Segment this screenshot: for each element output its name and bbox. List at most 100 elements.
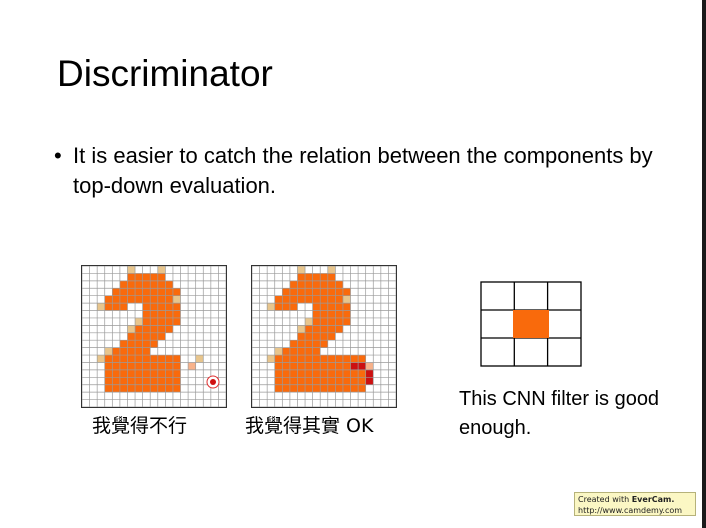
orange-pixel	[282, 369, 290, 378]
orange-pixel	[165, 377, 173, 385]
orange-pixel	[142, 362, 151, 370]
orange-pixel	[327, 362, 336, 370]
dark-red-pixel	[358, 362, 366, 370]
orange-pixel	[335, 303, 343, 311]
orange-pixel	[142, 347, 151, 356]
orange-pixel	[342, 369, 351, 378]
orange-pixel	[327, 325, 336, 333]
orange-pixel	[165, 355, 173, 363]
orange-pixel	[358, 377, 366, 385]
orange-pixel	[297, 355, 306, 363]
orange-pixel	[112, 288, 120, 296]
orange-pixel	[289, 303, 298, 311]
orange-pixel	[282, 303, 290, 311]
orange-pixel	[172, 303, 181, 311]
orange-pixel	[142, 355, 151, 363]
orange-pixel	[112, 369, 120, 378]
orange-pixel	[157, 288, 166, 296]
orange-pixel	[135, 280, 143, 289]
orange-pixel	[312, 347, 321, 356]
orange-pixel	[112, 384, 120, 393]
orange-pixel	[127, 332, 136, 341]
orange-pixel	[312, 325, 321, 333]
orange-pixel	[342, 377, 351, 385]
bullet-point: • It is easier to catch the relation bet…	[54, 141, 674, 201]
orange-pixel	[312, 340, 321, 348]
beige-pixel	[135, 317, 143, 326]
cnn-filter-diagram	[480, 281, 582, 372]
orange-pixel	[320, 332, 328, 341]
orange-pixel	[119, 355, 128, 363]
orange-pixel	[297, 377, 306, 385]
orange-pixel	[119, 377, 128, 385]
orange-pixel	[142, 332, 151, 341]
orange-pixel	[127, 295, 136, 304]
orange-pixel	[135, 332, 143, 341]
orange-pixel	[312, 295, 321, 304]
orange-pixel	[312, 310, 321, 318]
orange-pixel	[305, 377, 313, 385]
orange-pixel	[320, 384, 328, 393]
orange-pixel	[274, 384, 283, 393]
orange-pixel	[104, 384, 113, 393]
orange-pixel	[305, 288, 313, 296]
orange-pixel	[142, 280, 151, 289]
orange-pixel	[135, 355, 143, 363]
orange-pixel	[327, 280, 336, 289]
orange-pixel	[305, 325, 313, 333]
orange-pixel	[127, 384, 136, 393]
beige-pixel	[172, 295, 181, 304]
orange-pixel	[127, 280, 136, 289]
orange-pixel	[127, 340, 136, 348]
filter-center-cell	[513, 310, 549, 338]
orange-pixel	[312, 332, 321, 341]
orange-pixel	[335, 355, 343, 363]
orange-pixel	[327, 273, 336, 281]
orange-pixel	[112, 295, 120, 304]
orange-pixel	[350, 355, 359, 363]
beige-pixel	[157, 266, 166, 274]
orange-pixel	[312, 362, 321, 370]
orange-pixel	[305, 332, 313, 341]
orange-pixel	[172, 369, 181, 378]
orange-pixel	[157, 310, 166, 318]
orange-pixel	[150, 384, 158, 393]
orange-pixel	[274, 377, 283, 385]
orange-pixel	[157, 303, 166, 311]
orange-pixel	[157, 280, 166, 289]
orange-pixel	[150, 340, 158, 348]
orange-pixel	[119, 369, 128, 378]
orange-pixel	[142, 384, 151, 393]
orange-pixel	[342, 317, 351, 326]
orange-pixel	[119, 362, 128, 370]
orange-pixel	[104, 369, 113, 378]
orange-pixel	[305, 273, 313, 281]
orange-pixel	[305, 347, 313, 356]
orange-pixel	[305, 340, 313, 348]
orange-pixel	[289, 355, 298, 363]
orange-pixel	[274, 362, 283, 370]
caption-ok: 我覺得其實 OK	[245, 415, 374, 437]
orange-pixel	[172, 355, 181, 363]
orange-pixel	[305, 355, 313, 363]
orange-pixel	[127, 288, 136, 296]
orange-pixel	[335, 325, 343, 333]
orange-pixel	[119, 340, 128, 348]
orange-pixel	[289, 347, 298, 356]
orange-pixel	[350, 369, 359, 378]
orange-pixel	[282, 295, 290, 304]
beige-pixel	[267, 303, 275, 311]
orange-pixel	[320, 280, 328, 289]
orange-pixel	[150, 332, 158, 341]
orange-pixel	[327, 369, 336, 378]
orange-pixel	[142, 295, 151, 304]
orange-pixel	[320, 362, 328, 370]
orange-pixel	[312, 377, 321, 385]
orange-pixel	[358, 384, 366, 393]
orange-pixel	[282, 355, 290, 363]
orange-pixel	[135, 325, 143, 333]
orange-pixel	[297, 273, 306, 281]
orange-pixel	[135, 273, 143, 281]
beige-pixel	[297, 266, 306, 274]
orange-pixel	[289, 340, 298, 348]
